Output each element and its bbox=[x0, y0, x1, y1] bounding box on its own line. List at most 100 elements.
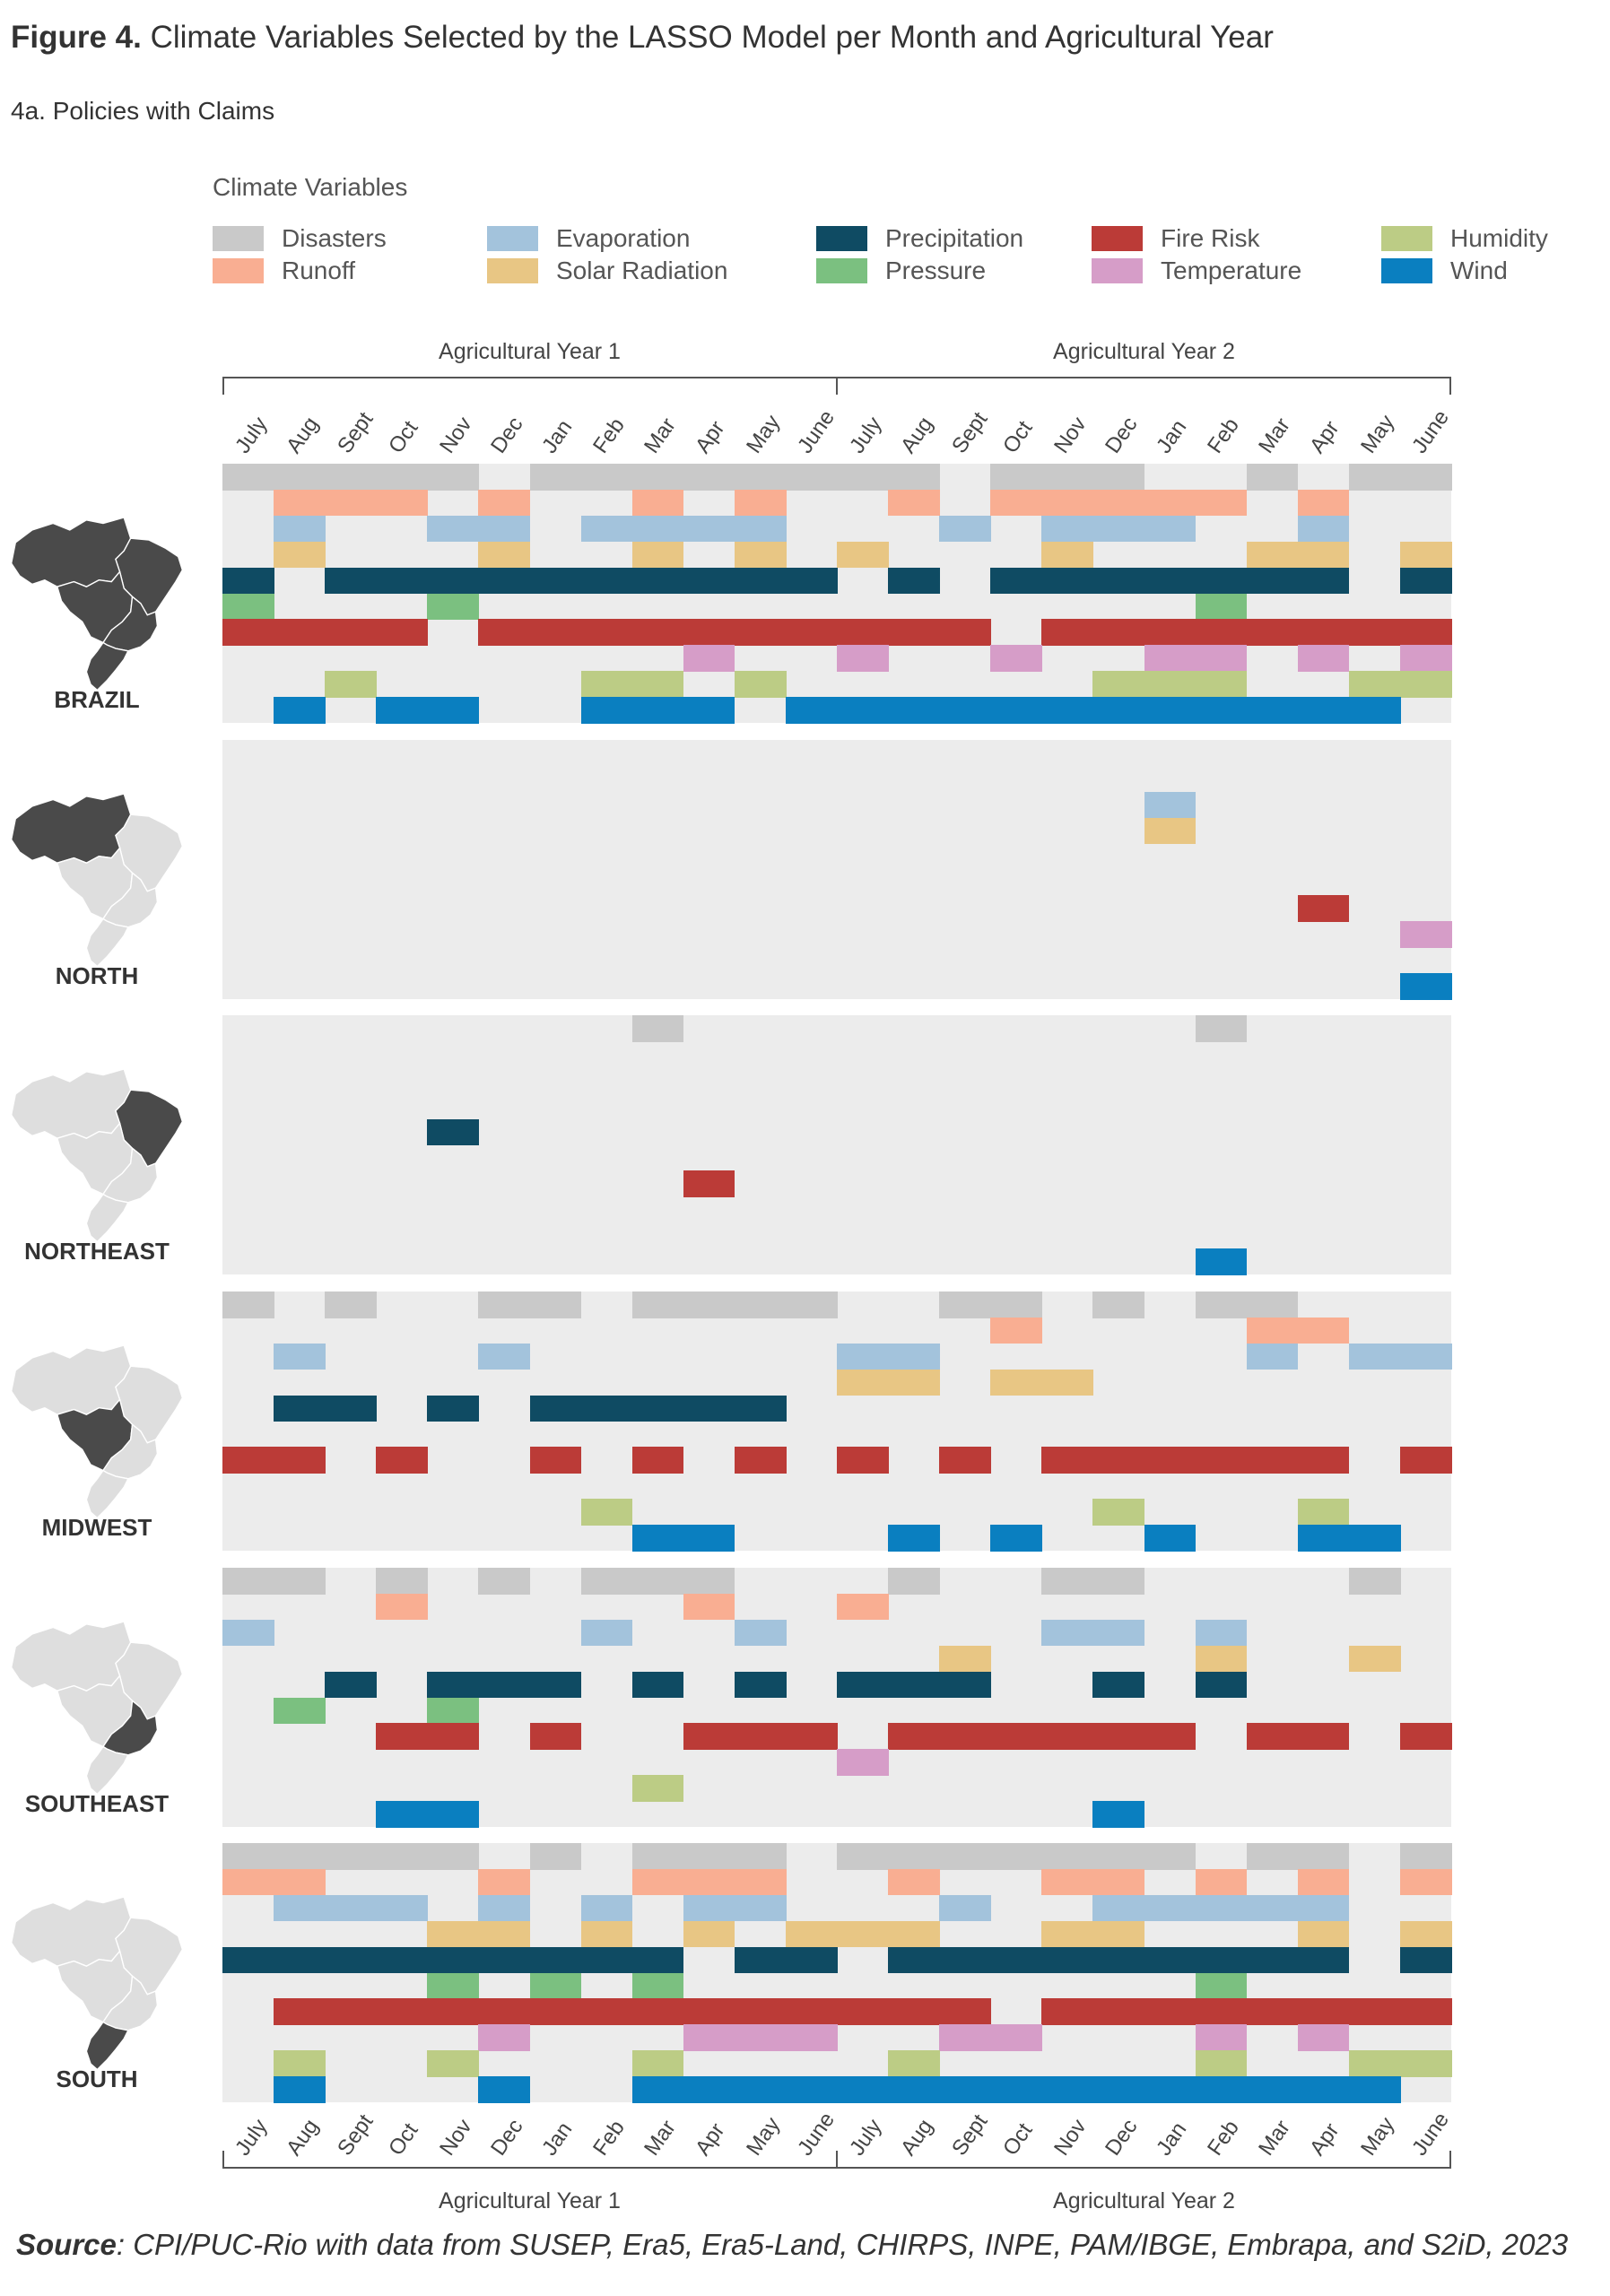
cell-brazil-wind-3 bbox=[376, 697, 428, 724]
cell-southeast-disasters-5 bbox=[478, 1568, 531, 1595]
cell-south-temperature-19 bbox=[1195, 2024, 1248, 2051]
cell-brazil-precipitation-0 bbox=[222, 567, 274, 595]
cell-south-fire-19 bbox=[1195, 1998, 1248, 2025]
cell-brazil-runoff-2 bbox=[325, 489, 377, 517]
cell-brazil-wind-12 bbox=[837, 697, 889, 724]
cell-brazil-humidity-23 bbox=[1399, 671, 1452, 698]
cell-midwest-fire-18 bbox=[1144, 1447, 1197, 1474]
cell-south-disasters-1 bbox=[274, 1843, 326, 1870]
cell-midwest-evaporation-23 bbox=[1399, 1343, 1452, 1370]
panel-north bbox=[222, 740, 1451, 999]
cell-brazil-fire-14 bbox=[939, 619, 991, 646]
cell-midwest-fire-10 bbox=[734, 1447, 787, 1474]
cell-north-fire-21 bbox=[1297, 895, 1350, 922]
cell-brazil-temperature-21 bbox=[1297, 645, 1350, 672]
month-label-bottom-7: Feb bbox=[588, 2116, 630, 2161]
cell-southeast-evaporation-0 bbox=[222, 1619, 274, 1647]
cell-southeast-precipitation-5 bbox=[478, 1671, 531, 1699]
cell-midwest-disasters-0 bbox=[222, 1292, 274, 1318]
cell-south-temperature-9 bbox=[683, 2024, 735, 2051]
cell-south-solar-4 bbox=[427, 1920, 479, 1948]
year-bracket-top-left-tick bbox=[222, 377, 224, 395]
cell-midwest-disasters-14 bbox=[939, 1292, 991, 1318]
cell-south-precipitation-17 bbox=[1092, 1946, 1145, 1974]
map-midwest-icon bbox=[7, 1326, 187, 1536]
month-label-top-11: June bbox=[793, 405, 840, 458]
cell-brazil-precipitation-13 bbox=[888, 567, 940, 595]
legend-item-wind: Wind bbox=[1381, 257, 1508, 284]
cell-brazil-runoff-21 bbox=[1297, 489, 1350, 517]
cell-southeast-pressure-1 bbox=[274, 1697, 326, 1724]
cell-brazil-runoff-10 bbox=[734, 489, 787, 517]
legend-item-evaporation: Evaporation bbox=[487, 224, 691, 252]
cell-south-evaporation-17 bbox=[1092, 1894, 1145, 1922]
cell-south-precipitation-21 bbox=[1297, 1946, 1350, 1974]
cell-brazil-fire-3 bbox=[376, 619, 428, 646]
cell-brazil-evaporation-1 bbox=[274, 515, 326, 543]
cell-southeast-precipitation-14 bbox=[939, 1671, 991, 1699]
cell-south-disasters-9 bbox=[683, 1843, 735, 1870]
cell-brazil-evaporation-7 bbox=[580, 515, 633, 543]
cell-midwest-wind-9 bbox=[683, 1525, 735, 1552]
cell-south-temperature-11 bbox=[785, 2024, 838, 2051]
legend-item-humidity: Humidity bbox=[1381, 224, 1548, 252]
month-label-top-5: Dec bbox=[485, 413, 528, 458]
month-label-top-3: Oct bbox=[383, 416, 423, 458]
cell-southeast-temperature-12 bbox=[837, 1749, 889, 1776]
source-note: Source: CPI/PUC-Rio with data from SUSEP… bbox=[16, 2228, 1568, 2262]
cell-south-wind-9 bbox=[683, 2076, 735, 2103]
cell-southeast-disasters-0 bbox=[222, 1568, 274, 1595]
map-brazil-icon bbox=[7, 498, 187, 709]
cell-midwest-disasters-15 bbox=[990, 1292, 1042, 1318]
cell-south-solar-11 bbox=[785, 1920, 838, 1948]
cell-brazil-runoff-5 bbox=[478, 489, 531, 517]
cell-brazil-precipitation-2 bbox=[325, 567, 377, 595]
cell-brazil-fire-10 bbox=[734, 619, 787, 646]
cell-southeast-fire-18 bbox=[1144, 1723, 1197, 1750]
cell-southeast-evaporation-17 bbox=[1092, 1619, 1145, 1647]
cell-midwest-precipitation-4 bbox=[427, 1395, 479, 1422]
cell-midwest-disasters-5 bbox=[478, 1292, 531, 1318]
month-label-top-1: Aug bbox=[281, 413, 324, 458]
cell-brazil-solar-5 bbox=[478, 541, 531, 569]
cell-south-fire-20 bbox=[1246, 1998, 1299, 2025]
legend-label-runoff: Runoff bbox=[282, 257, 355, 284]
cell-midwest-evaporation-20 bbox=[1246, 1343, 1299, 1370]
cell-midwest-wind-18 bbox=[1144, 1525, 1197, 1552]
cell-south-humidity-19 bbox=[1195, 2050, 1248, 2077]
month-label-bottom-3: Oct bbox=[383, 2118, 423, 2161]
cell-brazil-fire-18 bbox=[1144, 619, 1197, 646]
cell-south-evaporation-7 bbox=[580, 1894, 633, 1922]
cell-midwest-precipitation-6 bbox=[529, 1395, 582, 1422]
cell-midwest-fire-14 bbox=[939, 1447, 991, 1474]
cell-south-humidity-4 bbox=[427, 2050, 479, 2077]
cell-south-wind-22 bbox=[1348, 2076, 1401, 2103]
cell-southeast-precipitation-6 bbox=[529, 1671, 582, 1699]
legend-item-pressure: Pressure bbox=[816, 257, 986, 284]
cell-north-solar-18 bbox=[1144, 817, 1197, 845]
month-label-bottom-13: Aug bbox=[895, 2115, 938, 2161]
legend-label-evaporation: Evaporation bbox=[556, 224, 691, 252]
cell-southeast-evaporation-19 bbox=[1195, 1619, 1248, 1647]
month-label-top-7: Feb bbox=[588, 413, 630, 458]
cell-south-disasters-8 bbox=[631, 1843, 684, 1870]
cell-midwest-evaporation-12 bbox=[837, 1343, 889, 1370]
cell-brazil-fire-23 bbox=[1399, 619, 1452, 646]
legend-item-fire: Fire Risk bbox=[1092, 224, 1259, 252]
cell-south-disasters-21 bbox=[1297, 1843, 1350, 1870]
cell-southeast-precipitation-4 bbox=[427, 1671, 479, 1699]
cell-southeast-wind-3 bbox=[376, 1801, 428, 1828]
cell-southeast-disasters-13 bbox=[888, 1568, 940, 1595]
cell-midwest-fire-1 bbox=[274, 1447, 326, 1474]
month-label-bottom-2: Sept bbox=[332, 2109, 379, 2161]
year-bracket-bottom-right-tick bbox=[1449, 2151, 1451, 2169]
cell-brazil-runoff-19 bbox=[1195, 489, 1248, 517]
cell-north-temperature-23 bbox=[1399, 921, 1452, 948]
legend-label-precipitation: Precipitation bbox=[885, 224, 1024, 252]
cell-south-evaporation-21 bbox=[1297, 1894, 1350, 1922]
cell-south-precipitation-20 bbox=[1246, 1946, 1299, 1974]
figure-title-text: Climate Variables Selected by the LASSO … bbox=[150, 20, 1274, 55]
cell-midwest-fire-20 bbox=[1246, 1447, 1299, 1474]
month-label-bottom-9: Apr bbox=[691, 2118, 730, 2161]
cell-southeast-fire-4 bbox=[427, 1723, 479, 1750]
